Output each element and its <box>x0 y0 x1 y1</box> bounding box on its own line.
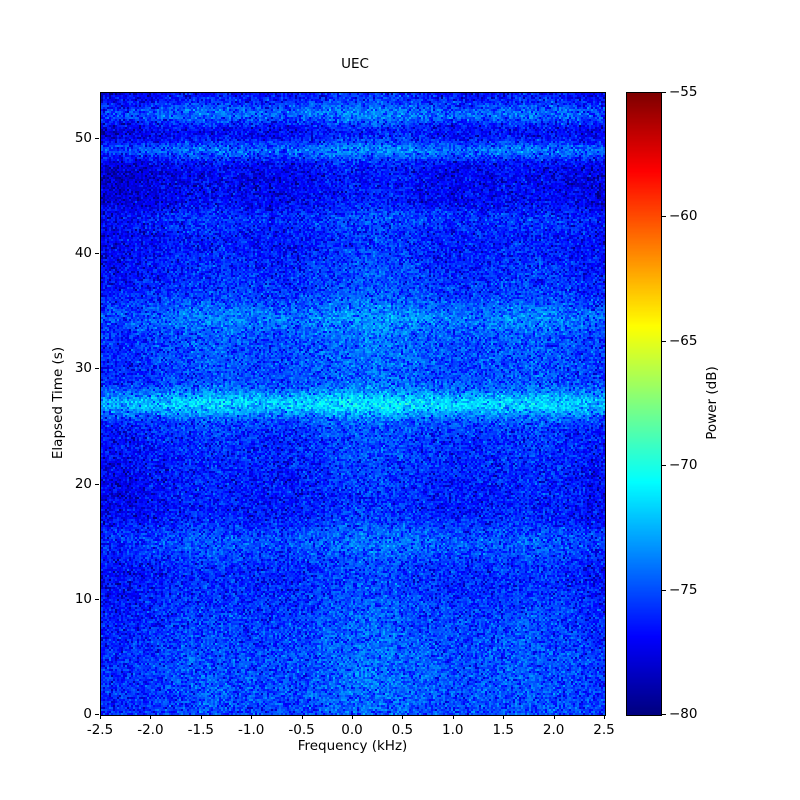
colorbar-tick-mark <box>662 216 666 218</box>
x-tick-mark <box>150 715 152 719</box>
spectrogram-image <box>101 93 605 715</box>
x-axis-label: Frequency (kHz) <box>297 738 408 754</box>
x-tick-mark <box>452 715 454 719</box>
x-tick-label: 0.0 <box>341 722 363 738</box>
x-tick-label: 1.0 <box>442 722 464 738</box>
y-tick-label: 0 <box>83 706 92 722</box>
x-tick-mark <box>553 715 555 719</box>
x-tick-label: -2.0 <box>137 722 164 738</box>
y-tick-mark <box>95 598 99 600</box>
colorbar-tick-mark <box>662 465 666 467</box>
colorbar-label: Power (dB) <box>704 366 720 440</box>
colorbar-tick-mark <box>662 92 666 93</box>
colorbar-tick-mark <box>662 340 666 342</box>
y-tick-label: 50 <box>74 130 92 147</box>
x-tick-label: -1.0 <box>238 722 265 738</box>
colorbar-tick-label: −75 <box>669 581 698 598</box>
y-tick-label: 10 <box>74 590 92 607</box>
spectrogram-axes <box>100 92 606 716</box>
y-tick-mark <box>95 483 99 485</box>
y-tick-mark <box>95 253 99 255</box>
x-tick-mark <box>301 715 303 719</box>
x-tick-mark <box>503 715 505 719</box>
colorbar-tick-label: −65 <box>669 332 698 349</box>
x-tick-label: -2.5 <box>86 722 114 738</box>
x-tick-label: -1.5 <box>187 722 214 738</box>
x-tick-label: 1.5 <box>492 722 514 738</box>
y-tick-label: 20 <box>74 475 92 492</box>
x-tick-mark <box>100 715 101 719</box>
x-tick-mark <box>200 715 202 719</box>
title-line-1: UEC <box>341 56 369 72</box>
colorbar-tick-label: −70 <box>669 457 698 474</box>
x-tick-mark <box>604 715 605 719</box>
x-tick-label: 2.5 <box>593 722 615 738</box>
colorbar <box>626 92 662 716</box>
y-tick-mark <box>95 714 99 715</box>
colorbar-tick-label: −55 <box>669 84 698 100</box>
y-axis-label: Elapsed Time (s) <box>50 346 66 460</box>
x-tick-label: 0.5 <box>391 722 414 738</box>
x-tick-mark <box>402 715 404 719</box>
colorbar-tick-label: −80 <box>669 706 698 722</box>
x-tick-label: -0.5 <box>288 722 315 738</box>
y-tick-mark <box>95 138 99 140</box>
colorbar-tick-label: −60 <box>669 208 698 225</box>
x-tick-label: 2.0 <box>542 722 565 738</box>
y-tick-label: 40 <box>74 245 92 262</box>
colorbar-tick-mark <box>662 589 666 591</box>
y-tick-mark <box>95 368 99 370</box>
y-tick-label: 30 <box>74 360 92 377</box>
colorbar-tick-mark <box>662 714 666 715</box>
colorbar-gradient <box>627 93 661 715</box>
x-tick-mark <box>352 715 353 719</box>
x-tick-mark <box>251 715 253 719</box>
